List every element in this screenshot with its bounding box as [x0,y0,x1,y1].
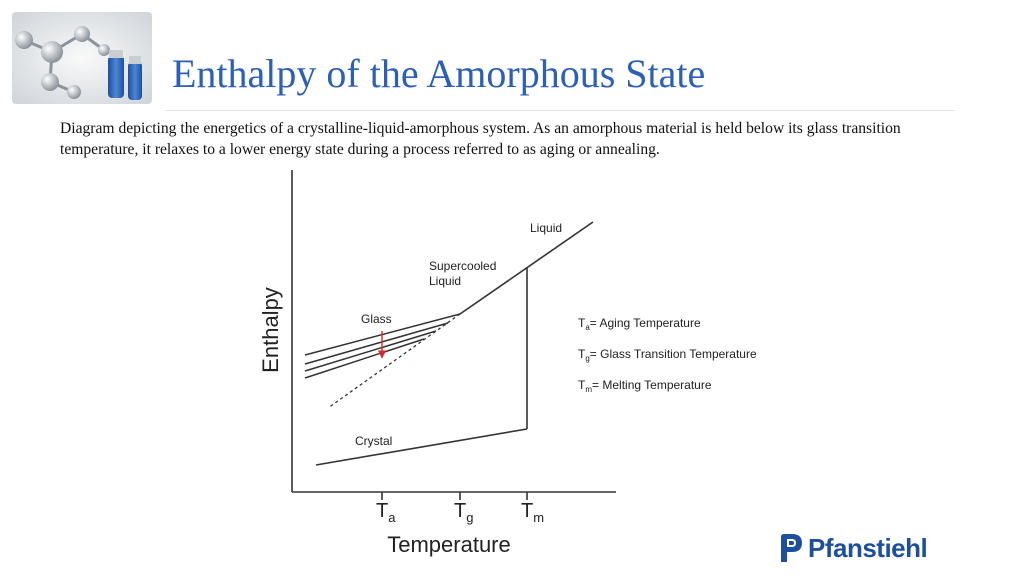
crystal-line [315,428,528,466]
legend-aging: Ta= Aging Temperature [578,316,701,332]
crystal-label: Crystal [355,434,392,448]
pfanstiehl-p-icon [781,534,802,562]
glass-line-2 [304,322,449,365]
slide-title: Enthalpy of the Amorphous State [172,51,706,96]
title-divider [165,110,955,111]
pfanstiehl-logo: Pfanstiehl [778,530,928,566]
supercooled-label-line1: Supercooled [429,259,496,273]
extrapolated-liquid-line [327,313,461,409]
lab-thumbnail-image [12,12,152,104]
temperature-legend: Ta= Aging Temperature Tg= Glass Transiti… [578,316,757,394]
supercooled-label-line2: Liquid [429,274,461,288]
tick-label-tm: Tm [521,500,544,525]
logo-wordmark: Pfanstiehl [808,532,928,563]
x-axis-label: Temperature [387,532,511,557]
y-axis-label: Enthalpy [258,287,283,373]
legend-melting: Tm= Melting Temperature [578,378,712,394]
tick-label-tg: Tg [454,500,473,525]
molecule-vials-illustration [12,12,152,104]
glass-label: Glass [361,312,392,326]
tick-labels: Ta Tg Tm [376,500,544,525]
glass-line-3 [304,330,437,372]
liquid-label: Liquid [530,221,562,235]
slide-description: Diagram depicting the energetics of a cr… [60,120,901,158]
tick-label-ta: Ta [376,500,396,525]
legend-glass-transition: Tg= Glass Transition Temperature [578,347,757,363]
glass-line-4 [304,338,425,379]
